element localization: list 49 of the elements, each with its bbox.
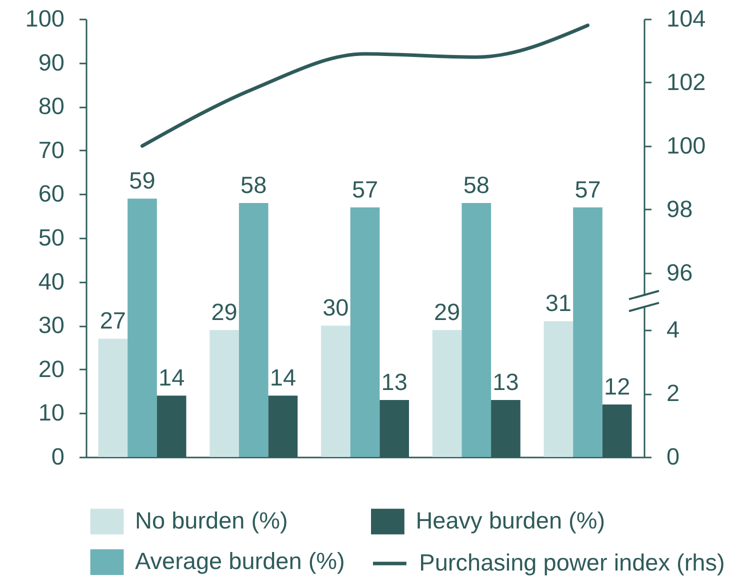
data-label: 59: [129, 168, 156, 194]
data-label: 27: [100, 308, 126, 334]
data-label: 14: [158, 364, 185, 391]
line-series: [140, 24, 590, 148]
y3-tick-label: 2: [666, 380, 680, 406]
y-tick-label: 40: [38, 268, 64, 294]
y2-tick-label: 98: [666, 196, 693, 222]
data-label: 30: [322, 294, 349, 321]
y2-tick-label: 102: [666, 68, 706, 95]
bar: [238, 202, 268, 457]
y-tick-label: 90: [38, 49, 64, 76]
bar: [544, 321, 574, 457]
y-tick-label: 60: [38, 180, 64, 207]
y-tick-label: 80: [38, 93, 64, 120]
bar: [573, 207, 602, 457]
legend-label: Average burden (%): [135, 548, 345, 574]
y-tick-label: 20: [38, 356, 64, 382]
data-label: 29: [434, 298, 460, 325]
data-label: 58: [240, 172, 267, 198]
y-tick-label: 50: [38, 224, 64, 250]
legend-label: Purchasing power index (rhs): [419, 550, 725, 576]
y3-tick-label: 0: [666, 444, 680, 470]
y-tick-label: 30: [38, 312, 64, 338]
bar: [350, 207, 380, 457]
y2-tick-label: 100: [666, 132, 706, 158]
data-label: 12: [604, 373, 630, 400]
bar: [210, 330, 239, 457]
y-tick-label: 70: [38, 136, 64, 163]
data-label: 13: [381, 369, 408, 396]
bar: [432, 330, 462, 457]
y-tick-label: 10: [38, 400, 64, 426]
bar: [98, 338, 128, 457]
data-label: 13: [492, 369, 519, 396]
bar: [321, 326, 350, 457]
data-label: 14: [270, 364, 296, 391]
bar: [462, 202, 492, 457]
data-label: 57: [352, 176, 378, 202]
y2-tick-label: 96: [666, 259, 693, 286]
data-label: 31: [545, 290, 572, 316]
bar: [128, 198, 157, 457]
data-label: 57: [574, 176, 601, 202]
data-label: 29: [211, 298, 238, 325]
y3-tick-label: 4: [666, 316, 680, 343]
legend-label: Heavy burden (%): [416, 508, 606, 534]
y2-tick-label: 104: [666, 6, 706, 32]
legend-label: No burden (%): [135, 508, 288, 534]
y-tick-label: 100: [25, 6, 64, 32]
y-tick-label: 0: [51, 444, 64, 470]
data-label: 58: [463, 172, 490, 198]
